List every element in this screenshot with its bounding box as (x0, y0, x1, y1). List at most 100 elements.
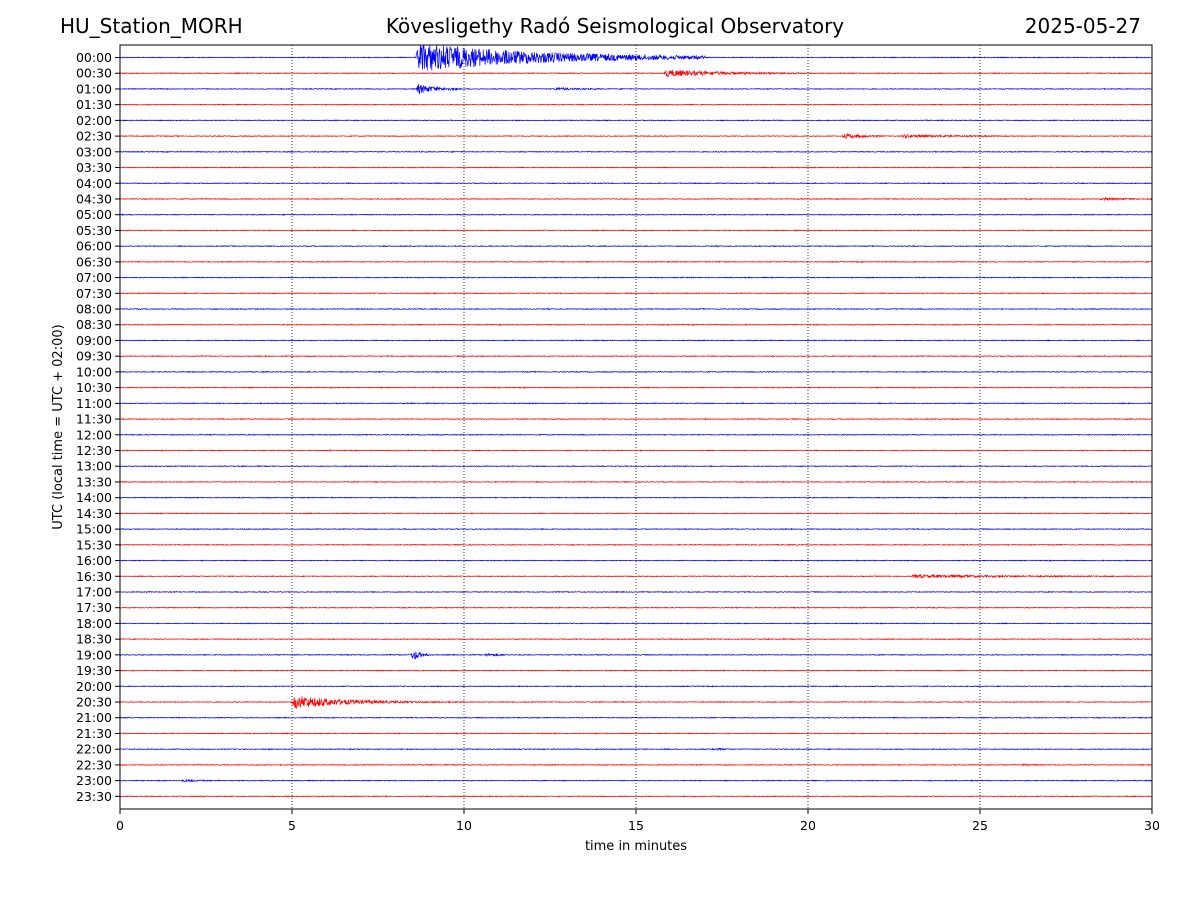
record-date: 2025-05-27 (1024, 14, 1141, 38)
trace-row-0030 (120, 69, 1152, 78)
trace-row-0330 (120, 166, 1152, 169)
trace-row-1700 (120, 590, 1152, 594)
trace-row-1000 (120, 370, 1152, 374)
row-time-label: 14:30 (76, 506, 112, 521)
trace-row-1830 (120, 637, 1152, 641)
row-time-label: 02:30 (76, 129, 112, 144)
trace-row-1900 (120, 651, 1152, 660)
x-tick-label: 0 (116, 818, 124, 833)
row-time-label: 13:30 (76, 474, 112, 489)
x-tick-label: 25 (972, 818, 988, 833)
row-time-label: 10:30 (76, 380, 112, 395)
trace-row-1800 (120, 622, 1152, 625)
row-time-label: 13:00 (76, 459, 112, 474)
trace-row-1400 (120, 496, 1152, 499)
trace-row-1130 (120, 417, 1152, 421)
trace-row-1930 (120, 669, 1152, 672)
row-time-label: 20:30 (76, 695, 112, 710)
trace-row-1630 (120, 573, 1152, 579)
x-tick-label: 20 (800, 818, 816, 833)
trace-row-0130 (120, 103, 1152, 106)
row-time-label: 17:00 (76, 584, 112, 599)
trace-row-0600 (120, 245, 1152, 248)
x-tick-label: 15 (628, 818, 644, 833)
trace-row-0530 (120, 229, 1152, 232)
x-axis-label: time in minutes (585, 839, 687, 854)
trace-row-0230 (120, 132, 1152, 140)
trace-row-1100 (120, 402, 1152, 405)
row-time-label: 04:30 (76, 191, 112, 206)
y-axis-label: UTC (local time = UTC + 02:00) (51, 324, 66, 529)
row-time-label: 16:00 (76, 553, 112, 568)
row-time-label: 03:30 (76, 160, 112, 175)
trace-row-2100 (120, 716, 1152, 719)
row-time-label: 21:00 (76, 710, 112, 725)
row-time-label: 21:30 (76, 726, 112, 741)
row-time-label: 00:30 (76, 66, 112, 81)
trace-row-2130 (120, 732, 1152, 735)
trace-row-1600 (120, 559, 1152, 562)
station-name: HU_Station_MORH (60, 14, 243, 38)
row-time-label: 11:00 (76, 396, 112, 411)
trace-row-0300 (120, 150, 1152, 153)
grid-lines (291, 45, 981, 809)
seismic-traces (120, 45, 1152, 798)
trace-row-0630 (120, 260, 1152, 263)
trace-row-0430 (120, 196, 1152, 202)
trace-row-1300 (120, 465, 1152, 468)
trace-row-0900 (120, 339, 1152, 342)
row-time-label: 06:30 (76, 254, 112, 269)
trace-row-1500 (120, 527, 1152, 531)
row-time-label: 19:00 (76, 647, 112, 662)
trace-row-1530 (120, 543, 1152, 546)
row-time-label: 23:30 (76, 789, 112, 804)
row-time-label: 09:00 (76, 333, 112, 348)
trace-row-0100 (120, 84, 1152, 95)
x-tick-label: 10 (456, 818, 472, 833)
row-time-label: 12:30 (76, 443, 112, 458)
row-time-label: 14:00 (76, 490, 112, 505)
observatory-title: Kövesligethy Radó Seismological Observat… (385, 14, 845, 38)
trace-row-1330 (120, 480, 1152, 484)
row-time-label: 05:30 (76, 223, 112, 238)
row-time-label: 20:00 (76, 679, 112, 694)
row-time-label: 18:00 (76, 616, 112, 631)
trace-row-2330 (120, 795, 1152, 798)
trace-row-1430 (120, 512, 1152, 515)
row-time-label: 19:30 (76, 663, 112, 678)
row-time-label: 08:00 (76, 302, 112, 317)
trace-row-2300 (120, 778, 1152, 783)
row-time-label: 22:30 (76, 757, 112, 772)
row-time-label: 17:30 (76, 600, 112, 615)
trace-row-0930 (120, 355, 1152, 358)
x-tick-label: 30 (1144, 818, 1160, 833)
row-time-label: 12:00 (76, 427, 112, 442)
trace-row-0400 (120, 182, 1152, 185)
row-time-label: 02:00 (76, 113, 112, 128)
trace-row-2230 (120, 763, 1152, 767)
trace-row-0800 (120, 307, 1152, 311)
row-time-label: 07:30 (76, 286, 112, 301)
row-time-label: 08:30 (76, 317, 112, 332)
row-time-label: 18:30 (76, 632, 112, 647)
row-time-label: 16:30 (76, 569, 112, 584)
row-time-label: 05:00 (76, 207, 112, 222)
trace-row-0830 (120, 323, 1152, 326)
x-tick-label: 5 (288, 818, 296, 833)
trace-row-1200 (120, 433, 1152, 436)
row-time-label: 00:00 (76, 50, 112, 65)
y-ticks: 00:0000:3001:0001:3002:0002:3003:0003:30… (76, 50, 120, 804)
row-time-label: 15:00 (76, 522, 112, 537)
row-time-label: 01:00 (76, 81, 112, 96)
row-time-label: 04:00 (76, 176, 112, 191)
row-time-label: 23:00 (76, 773, 112, 788)
row-time-label: 15:30 (76, 537, 112, 552)
trace-row-1030 (120, 386, 1152, 389)
row-time-label: 11:30 (76, 412, 112, 427)
row-time-label: 03:00 (76, 144, 112, 159)
row-time-label: 01:30 (76, 97, 112, 112)
row-time-label: 22:00 (76, 742, 112, 757)
row-time-label: 09:30 (76, 349, 112, 364)
row-time-label: 06:00 (76, 239, 112, 254)
row-time-label: 07:00 (76, 270, 112, 285)
